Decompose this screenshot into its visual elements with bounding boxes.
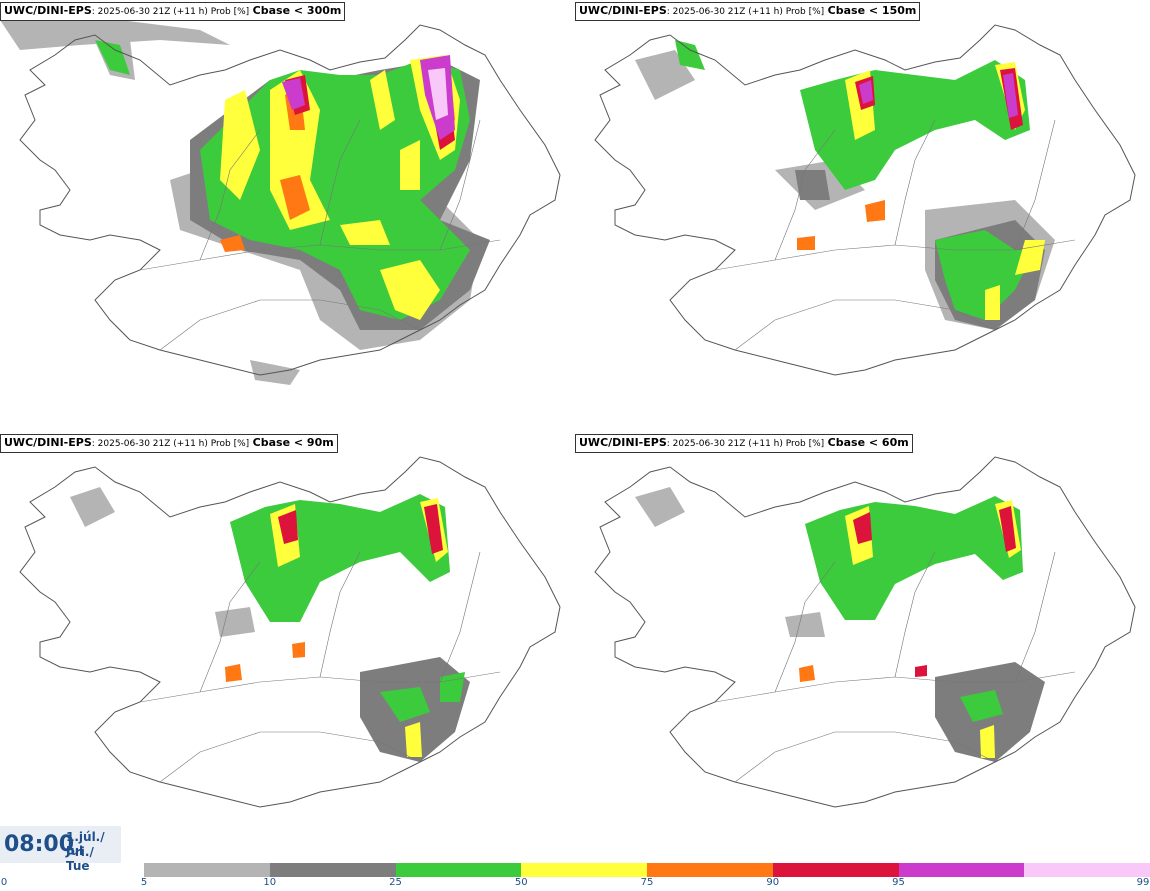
probability-map — [594, 456, 1136, 808]
prob-90-95-area — [853, 506, 1016, 677]
prob-25-50-area — [95, 40, 470, 320]
legend-tick-label: 5 — [140, 877, 148, 888]
map-panel-cbase-300m: UWC/DINI-EPS: 2025-06-30 21Z (+11 h) Pro… — [0, 0, 575, 432]
panel-title: UWC/DINI-EPS: 2025-06-30 21Z (+11 h) Pro… — [0, 434, 338, 453]
map-panel-cbase-150m: UWC/DINI-EPS: 2025-06-30 21Z (+11 h) Pro… — [575, 0, 1150, 432]
probability-map — [0, 10, 561, 385]
run-info: : 2025-06-30 21Z (+11 h) Prob [%] — [91, 7, 250, 17]
model-source: UWC/DINI-EPS — [579, 4, 667, 17]
legend-segment — [144, 863, 270, 877]
probability-map — [594, 24, 1136, 376]
legend-segment — [395, 863, 522, 877]
prob-90-95-area — [278, 504, 443, 554]
run-info: : 2025-06-30 21Z (+11 h) Prob [%] — [91, 439, 250, 449]
valid-time-box: 08:00 1.júl./ Jul Þri./ Tue — [0, 826, 121, 873]
legend-tick-label: 95 — [892, 877, 905, 888]
legend-tick-label: 25 — [389, 877, 402, 888]
model-source: UWC/DINI-EPS — [4, 4, 92, 17]
prob-75-90-area — [797, 200, 885, 250]
model-source: UWC/DINI-EPS — [579, 436, 667, 449]
legend-tick-label: 99 — [1136, 877, 1150, 888]
legend-tick-label: 75 — [640, 877, 654, 888]
legend-segment — [521, 863, 647, 877]
threshold-label: Cbase < 90m — [252, 436, 334, 449]
prob-5-10-area — [70, 487, 255, 637]
legend-segment — [772, 863, 899, 877]
panel-title: UWC/DINI-EPS: 2025-06-30 21Z (+11 h) Pro… — [575, 2, 921, 21]
run-info: : 2025-06-30 21Z (+11 h) Prob [%] — [666, 439, 825, 449]
legend-ticks: 0 5 10 25 50 75 90 95 99 — [0, 877, 1150, 891]
legend-tick-label: 10 — [263, 877, 277, 888]
legend-segment — [269, 863, 396, 877]
legend-colorbar — [144, 863, 1150, 877]
legend-segment — [647, 863, 773, 877]
threshold-label: Cbase < 60m — [827, 436, 909, 449]
valid-date: 1.júl./ Jul — [66, 830, 105, 858]
prob-75-90-area — [799, 665, 815, 682]
prob-75-90-area — [225, 642, 305, 682]
map-panel-cbase-90m: UWC/DINI-EPS: 2025-06-30 21Z (+11 h) Pro… — [0, 432, 575, 864]
threshold-label: Cbase < 150m — [827, 4, 917, 17]
valid-time: 08:00 — [4, 832, 75, 857]
prob-95-99-area — [859, 73, 1018, 118]
legend-tick-label: 0 — [0, 877, 8, 888]
run-info: : 2025-06-30 21Z (+11 h) Prob [%] — [666, 7, 825, 17]
threshold-label: Cbase < 300m — [252, 4, 342, 17]
prob-99-area — [428, 68, 448, 120]
legend-segment — [1024, 863, 1150, 877]
legend-tick-label: 50 — [514, 877, 528, 888]
legend-tick-label: 90 — [766, 877, 780, 888]
prob-5-10-area — [635, 487, 825, 637]
probability-map — [19, 456, 561, 808]
panel-title: UWC/DINI-EPS: 2025-06-30 21Z (+11 h) Pro… — [575, 434, 913, 453]
map-panel-cbase-60m: UWC/DINI-EPS: 2025-06-30 21Z (+11 h) Pro… — [575, 432, 1150, 864]
panel-title: UWC/DINI-EPS: 2025-06-30 21Z (+11 h) Pro… — [0, 2, 346, 21]
valid-weekday: Þri./ Tue — [66, 845, 94, 873]
legend-segment — [898, 863, 1025, 877]
model-source: UWC/DINI-EPS — [4, 436, 92, 449]
